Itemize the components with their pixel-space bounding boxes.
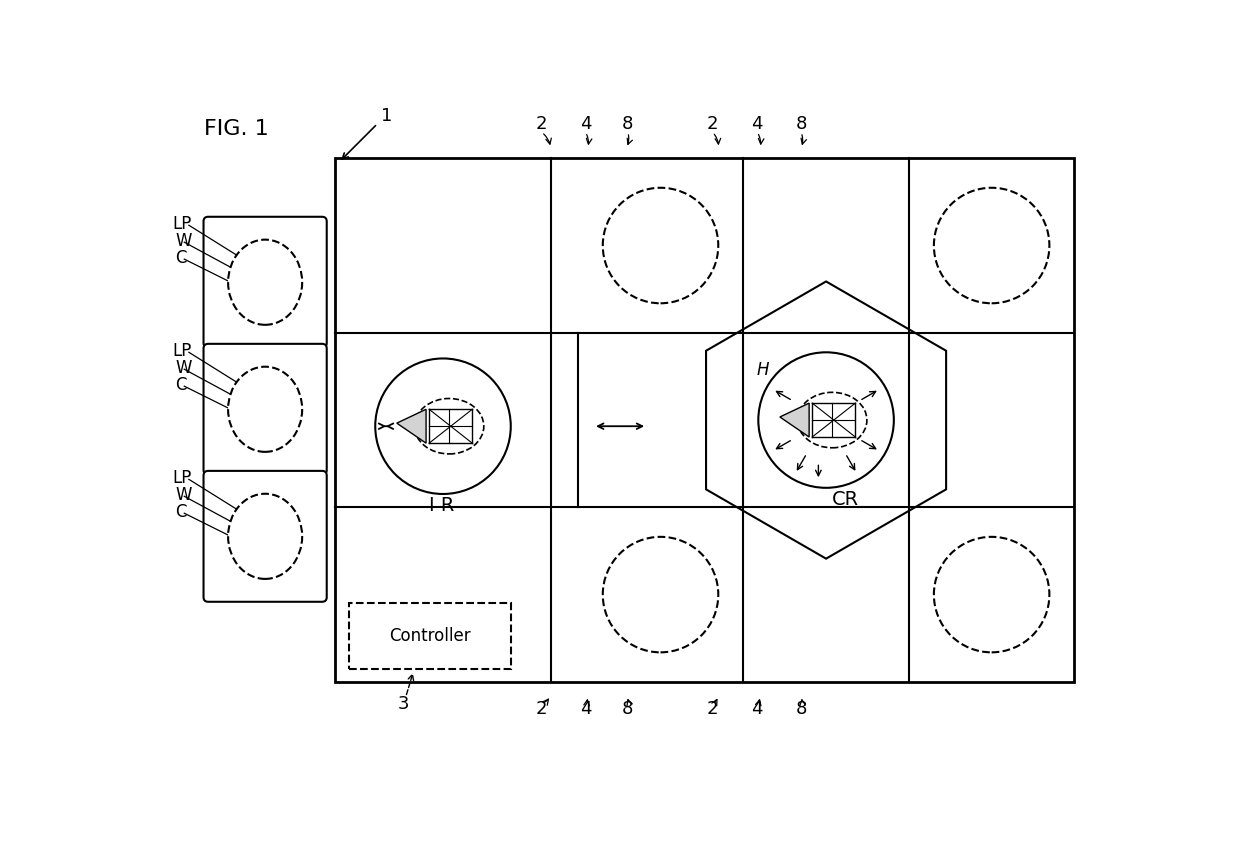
Bar [335,159,1074,682]
Text: I R: I R [429,496,455,515]
Text: 4: 4 [751,115,763,133]
Text: LP: LP [172,342,191,360]
Ellipse shape [414,398,484,454]
Text: 4: 4 [579,115,591,133]
Text: W: W [175,486,191,504]
Polygon shape [397,409,427,443]
Text: LP: LP [172,215,191,233]
Circle shape [465,410,480,425]
Text: W: W [175,232,191,250]
Text: C: C [175,503,186,521]
Bar [350,603,511,668]
FancyBboxPatch shape [203,471,326,602]
Ellipse shape [228,494,303,579]
Text: 4: 4 [579,701,591,718]
FancyBboxPatch shape [203,344,326,474]
Text: Controller: Controller [389,627,471,645]
Ellipse shape [228,240,303,325]
Text: LP: LP [172,469,191,487]
FancyBboxPatch shape [203,217,326,348]
Circle shape [376,359,511,494]
Ellipse shape [228,366,303,452]
Circle shape [934,537,1049,652]
Text: 8: 8 [795,701,807,718]
Text: CR: CR [832,490,859,509]
Circle shape [848,404,863,419]
Text: 3: 3 [398,695,409,713]
Circle shape [934,187,1049,303]
Text: 2: 2 [536,701,547,718]
Text: 8: 8 [795,115,807,133]
Text: 4: 4 [751,701,763,718]
Circle shape [759,352,894,488]
Text: C: C [175,376,186,394]
Text: 2: 2 [536,115,547,133]
Text: 2: 2 [707,701,718,718]
Circle shape [603,187,718,303]
Text: 2: 2 [707,115,718,133]
Circle shape [465,427,480,442]
Text: C: C [175,249,186,267]
Ellipse shape [797,392,867,448]
Text: 8: 8 [622,115,634,133]
Text: H: H [756,361,769,380]
Text: 1: 1 [382,107,393,125]
Text: FIG. 1: FIG. 1 [205,119,269,139]
Text: W: W [175,359,191,377]
Text: 8: 8 [622,701,634,718]
Polygon shape [780,403,810,437]
Circle shape [603,537,718,652]
Circle shape [848,421,863,436]
